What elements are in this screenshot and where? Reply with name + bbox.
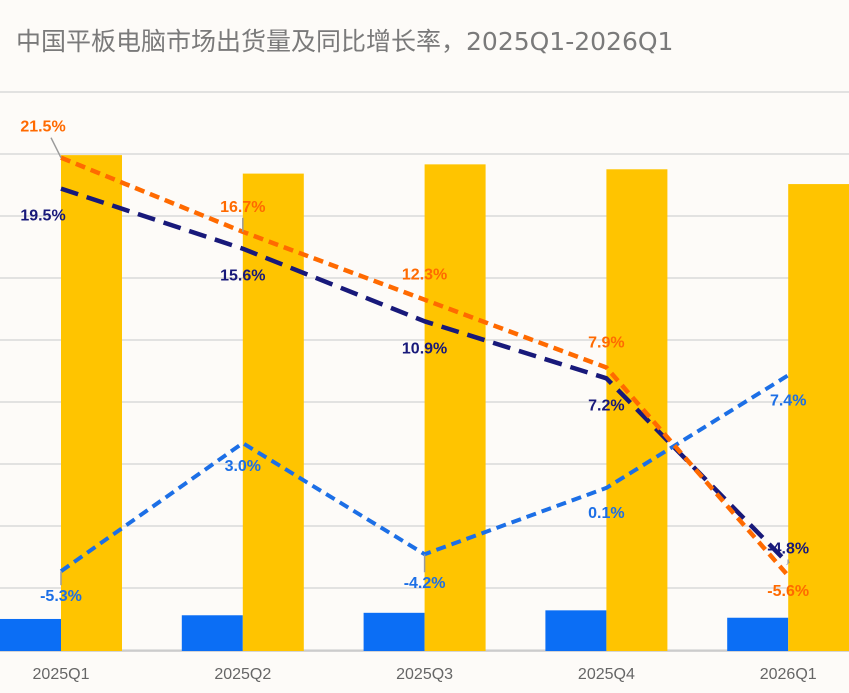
data-label: -5.3% xyxy=(40,588,82,605)
data-label: 16.7% xyxy=(220,199,265,216)
data-label: -4.2% xyxy=(404,575,446,592)
data-label: 12.3% xyxy=(402,267,447,284)
data-label: -4.8% xyxy=(767,540,809,557)
data-label: 7.2% xyxy=(588,397,624,414)
series-line-blue xyxy=(59,373,790,573)
data-label: 3.0% xyxy=(225,458,261,475)
data-label: 21.5% xyxy=(20,119,65,136)
bar-bar-small xyxy=(545,610,607,651)
bar-bar-small xyxy=(181,615,243,651)
x-tick-label: 2025Q4 xyxy=(578,666,635,683)
data-label: 10.9% xyxy=(402,340,447,357)
chart-title: 中国平板电脑市场出货量及同比增长率，2025Q1-2026Q1 xyxy=(16,27,674,56)
bar-bar-large xyxy=(424,164,486,652)
data-label: -5.6% xyxy=(767,583,809,600)
bar-bar-large xyxy=(61,155,122,651)
bar-bar-small xyxy=(727,617,789,651)
x-tick-label: 2025Q1 xyxy=(33,666,90,683)
x-tick-label: 2025Q3 xyxy=(396,666,453,683)
data-label: 0.1% xyxy=(588,505,624,522)
series-line-orange xyxy=(60,155,790,578)
bar-bar-small xyxy=(0,618,61,651)
x-tick-label: 2025Q2 xyxy=(214,666,271,683)
x-tick-label: 2026Q1 xyxy=(760,666,817,683)
leader-line xyxy=(50,137,62,159)
data-label: 7.9% xyxy=(588,335,624,352)
data-label: 7.4% xyxy=(770,392,806,409)
data-label: 15.6% xyxy=(220,268,265,285)
bar-bar-large xyxy=(788,184,849,651)
bar-bar-small xyxy=(363,612,425,651)
data-label: 19.5% xyxy=(20,208,65,225)
